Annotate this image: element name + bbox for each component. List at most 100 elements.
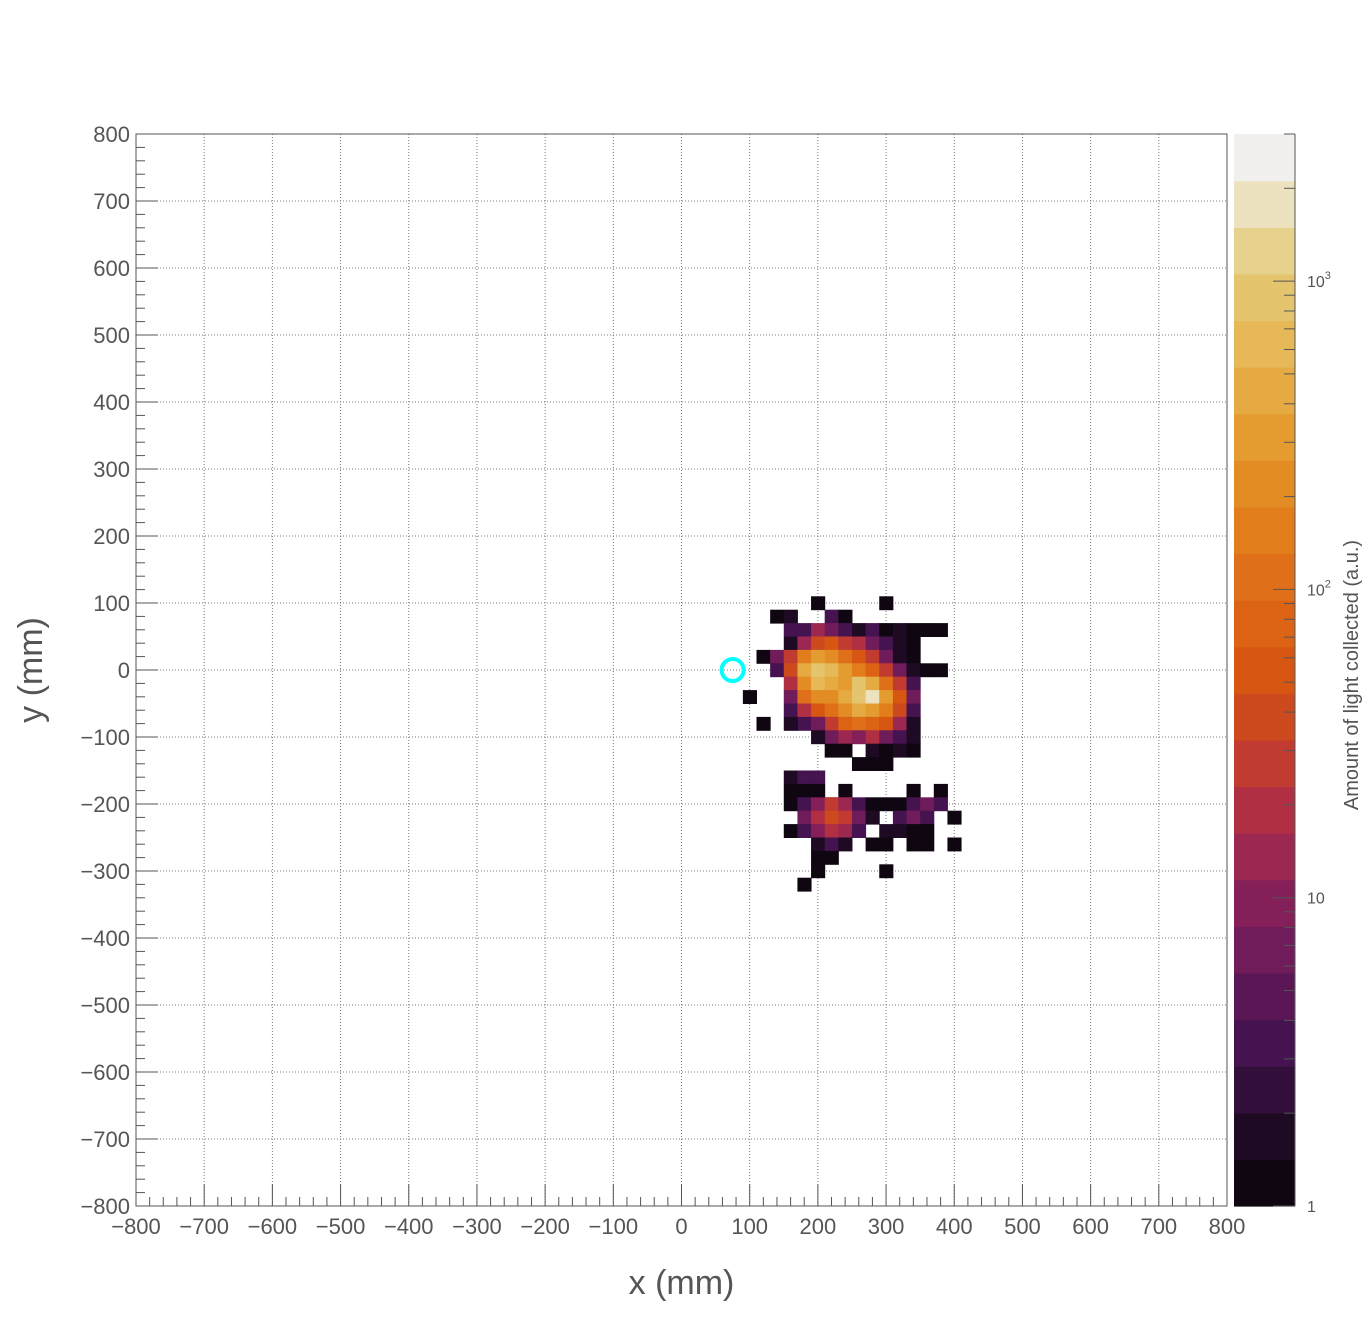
colorbar-segment bbox=[1234, 273, 1295, 322]
heatmap-bin bbox=[824, 676, 839, 691]
y-tick-label: 300 bbox=[93, 457, 130, 482]
heatmap-bin bbox=[783, 703, 798, 718]
heatmap-bin bbox=[851, 703, 867, 718]
marker-layer bbox=[719, 657, 746, 683]
heatmap-bin bbox=[811, 623, 826, 637]
heatmap-bin bbox=[824, 636, 839, 651]
heatmap-bin bbox=[783, 676, 798, 691]
heatmap-bin bbox=[879, 623, 894, 637]
x-tick-label: −100 bbox=[589, 1214, 639, 1239]
heatmap-bin bbox=[865, 837, 880, 852]
heatmap-bin bbox=[838, 623, 853, 637]
heatmap-bin bbox=[797, 770, 812, 785]
heatmap-bin bbox=[838, 810, 853, 825]
heatmap-bin bbox=[811, 690, 826, 704]
heatmap-bin bbox=[824, 824, 839, 838]
heatmap-bin bbox=[851, 623, 867, 637]
heatmap-bin bbox=[811, 703, 826, 718]
heatmap-bin bbox=[851, 824, 867, 838]
heatmap-bin bbox=[920, 797, 935, 812]
y-tick-labels: 800 700 600 500 400 300 200 100 0 −100 −200 −300 −40… bbox=[80, 122, 130, 1219]
heatmap-bin bbox=[824, 730, 839, 745]
colorbar-label: 103 bbox=[1307, 270, 1331, 291]
heatmap-bin bbox=[879, 730, 894, 745]
heatmap-bin bbox=[851, 676, 867, 691]
heatmap-bin bbox=[892, 649, 908, 664]
heatmap-bin bbox=[811, 824, 826, 838]
heatmap-bin bbox=[824, 810, 839, 825]
heatmap-bin bbox=[879, 824, 894, 838]
heatmap-bin bbox=[879, 757, 894, 771]
heatmap-bin bbox=[783, 783, 798, 798]
heatmap-bin bbox=[811, 730, 826, 745]
x-tick-label: 100 bbox=[731, 1214, 768, 1239]
heatmap-bin bbox=[783, 623, 798, 637]
colorbar-segment bbox=[1234, 367, 1295, 415]
heatmap-bin bbox=[783, 716, 798, 731]
colorbar-segment bbox=[1234, 972, 1295, 1021]
heatmap-bin bbox=[906, 810, 921, 825]
heatmap-bin bbox=[879, 649, 894, 664]
heatmap-bin bbox=[865, 730, 880, 745]
heatmap-bin bbox=[892, 797, 908, 812]
heatmap-bin bbox=[906, 649, 921, 664]
heatmap-bin bbox=[906, 730, 921, 745]
heatmap-bin bbox=[865, 797, 880, 812]
heatmap-bin bbox=[851, 757, 867, 771]
heatmap-bin bbox=[851, 810, 867, 825]
heatmap-bin bbox=[879, 716, 894, 731]
y-tick-label: −800 bbox=[80, 1194, 130, 1219]
y-tick-label: −300 bbox=[80, 859, 130, 884]
heatmap-bin bbox=[933, 783, 948, 798]
y-tick-label: −100 bbox=[80, 725, 130, 750]
heatmap-bin bbox=[824, 609, 839, 624]
heatmap-bin bbox=[879, 703, 894, 718]
heatmap-bin bbox=[865, 743, 880, 758]
heatmap-bin bbox=[797, 877, 812, 892]
colorbar-label: 1 bbox=[1307, 1199, 1316, 1216]
heatmap-bin bbox=[851, 716, 867, 731]
colorbar-segment bbox=[1234, 600, 1295, 648]
x-tick-label: −300 bbox=[452, 1214, 502, 1239]
heatmap-bin bbox=[783, 649, 798, 664]
heatmap-bin bbox=[824, 850, 839, 865]
x-tick-label: −500 bbox=[316, 1214, 366, 1239]
x-tick-label: 600 bbox=[1072, 1214, 1109, 1239]
y-tick-label: 200 bbox=[93, 524, 130, 549]
heatmap-bin bbox=[906, 636, 921, 651]
heatmap-bin bbox=[838, 837, 853, 852]
heatmap-bin bbox=[838, 676, 853, 691]
heatmap-bin bbox=[851, 690, 867, 704]
heatmap-bin bbox=[933, 623, 948, 637]
heatmap-bin bbox=[756, 716, 771, 731]
heatmap-bin bbox=[851, 797, 867, 812]
heatmap-bin bbox=[865, 810, 880, 825]
heatmap-bin bbox=[879, 663, 894, 678]
heatmap-bin bbox=[824, 716, 839, 731]
heatmap-bin bbox=[797, 824, 812, 838]
heatmap-bin bbox=[879, 743, 894, 758]
heatmap-bin bbox=[811, 850, 826, 865]
heatmap-bin bbox=[933, 797, 948, 812]
heatmap-bin bbox=[783, 824, 798, 838]
heatmap-bin bbox=[811, 676, 826, 691]
colorbar-segment bbox=[1234, 180, 1295, 228]
heatmap-bin bbox=[892, 730, 908, 745]
heatmap-bin bbox=[811, 797, 826, 812]
heatmap-bin bbox=[879, 864, 894, 879]
heatmap-bin bbox=[824, 837, 839, 852]
heatmap-bins bbox=[742, 596, 962, 892]
heatmap-bin bbox=[824, 690, 839, 704]
heatmap-bin bbox=[797, 703, 812, 718]
heatmap-bin bbox=[783, 609, 798, 624]
heatmap-bin bbox=[851, 663, 867, 678]
heatmap-bin bbox=[851, 636, 867, 651]
heatmap-bin bbox=[906, 716, 921, 731]
y-tick-label: 500 bbox=[93, 323, 130, 348]
x-tick-label: −700 bbox=[179, 1214, 229, 1239]
x-tick-label: 300 bbox=[868, 1214, 905, 1239]
heatmap-bin bbox=[770, 663, 785, 678]
colorbar-segment bbox=[1234, 879, 1295, 927]
heatmap-bin bbox=[811, 837, 826, 852]
